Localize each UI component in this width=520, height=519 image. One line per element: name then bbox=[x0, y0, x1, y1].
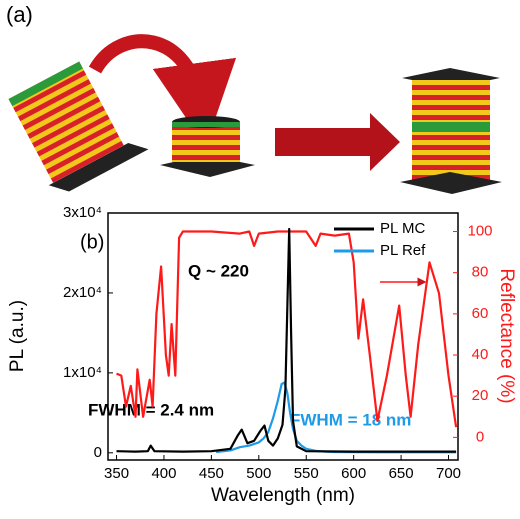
x-tick-label: 700 bbox=[436, 465, 461, 482]
panel-label: (a) bbox=[6, 2, 33, 27]
y2-tick-label: 40 bbox=[472, 346, 489, 363]
y2-tick-label: 100 bbox=[467, 222, 492, 239]
annotation: Q ~ 220 bbox=[188, 261, 249, 280]
y2-tick-label: 20 bbox=[472, 387, 489, 404]
legend-label: PL MC bbox=[380, 220, 425, 237]
annotation: FWHM = 2.4 nm bbox=[88, 400, 214, 419]
series-line bbox=[116, 230, 458, 428]
y-axis-label: PL (a.u.) bbox=[7, 300, 28, 372]
legend-label: PL Ref bbox=[380, 242, 426, 259]
panel-label: (b) bbox=[80, 231, 104, 253]
y-tick-label: 3x10⁴ bbox=[63, 204, 102, 221]
x-tick-label: 400 bbox=[151, 465, 176, 482]
x-tick-label: 600 bbox=[341, 465, 366, 482]
x-tick-label: 550 bbox=[294, 465, 319, 482]
y2-axis-label: Reflectance (%) bbox=[496, 268, 517, 403]
x-tick-label: 650 bbox=[389, 465, 414, 482]
x-tick-label: 500 bbox=[246, 465, 271, 482]
y-tick-label: 1x10⁴ bbox=[63, 364, 102, 381]
x-tick-label: 450 bbox=[199, 465, 224, 482]
y2-tick-label: 0 bbox=[476, 428, 484, 445]
y-tick-label: 0 bbox=[94, 444, 102, 461]
x-axis-label: Wavelength (nm) bbox=[211, 485, 355, 506]
illustration bbox=[8, 34, 502, 194]
y-tick-label: 2x10⁴ bbox=[63, 284, 102, 301]
series-line bbox=[116, 227, 457, 453]
x-tick-label: 350 bbox=[104, 465, 129, 482]
plot-frame bbox=[107, 212, 459, 461]
chart: (b) Wavelength (nm) PL (a.u.) Reflectanc… bbox=[7, 204, 517, 506]
y2-tick-label: 80 bbox=[472, 264, 489, 281]
annotation: FWHM = 18 nm bbox=[290, 410, 411, 429]
y2-tick-label: 60 bbox=[472, 305, 489, 322]
